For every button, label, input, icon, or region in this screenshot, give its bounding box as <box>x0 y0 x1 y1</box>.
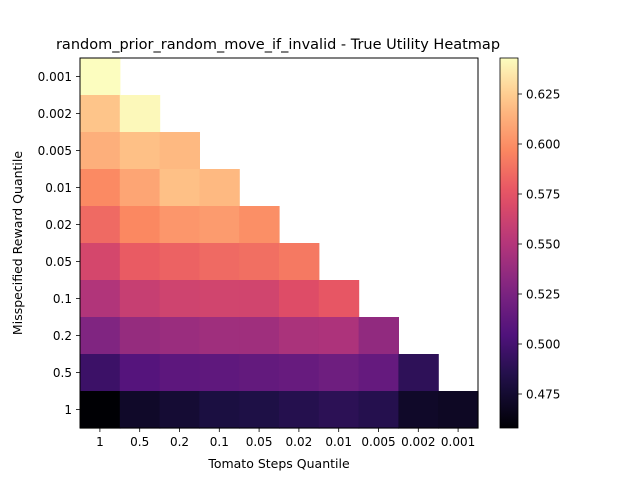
heatmap-cell <box>318 317 360 355</box>
heatmap-cell <box>279 280 320 318</box>
heatmap-cell <box>80 354 121 392</box>
colorbar <box>499 57 519 429</box>
y-axis-label: Misspecified Reward Quantile <box>10 151 25 335</box>
chart-title: random_prior_random_move_if_invalid - Tr… <box>56 37 500 53</box>
y-tick-label: 0.001 <box>38 70 72 84</box>
heatmap-cell <box>199 354 240 392</box>
y-tick-label: 0.2 <box>53 329 72 343</box>
heatmap-cell <box>159 243 200 281</box>
x-tick-label: 0.01 <box>325 435 352 449</box>
x-tick-label: 0.5 <box>130 435 149 449</box>
x-axis-label: Tomato Steps Quantile <box>207 456 350 471</box>
heatmap-cell <box>119 317 161 355</box>
heatmap-cell <box>318 280 360 318</box>
heatmap-cell <box>80 206 121 244</box>
heatmap-cell <box>159 280 200 318</box>
heatmap-cell <box>119 95 161 133</box>
heatmap-cell <box>119 280 161 318</box>
heatmap-cell <box>398 391 439 429</box>
heatmap-cell <box>279 354 320 392</box>
heatmap-cell <box>358 317 399 355</box>
heatmap-cell <box>318 391 360 429</box>
y-tick-label: 1 <box>64 403 72 417</box>
heatmap-cell <box>239 391 280 429</box>
heatmap-cell <box>80 391 121 429</box>
heatmap-cell <box>239 243 280 281</box>
colorbar-ticks: 0.475 0.500 0.525 0.550 0.575 0.600 0.625 <box>518 88 560 402</box>
heatmap-cell <box>318 354 360 392</box>
heatmap-cell <box>159 354 200 392</box>
x-tick-label: 0.002 <box>401 435 435 449</box>
heatmap-cell <box>159 206 200 244</box>
heatmap-cell <box>119 243 161 281</box>
heatmap-cell <box>199 391 240 429</box>
heatmap-cell <box>80 169 121 207</box>
heatmap-cell <box>199 243 240 281</box>
colorbar-tick-label: 0.525 <box>526 288 560 302</box>
colorbar-tick-label: 0.600 <box>526 138 560 152</box>
plot-frame <box>79 57 479 429</box>
heatmap-cell <box>239 280 280 318</box>
heatmap-cell <box>119 169 161 207</box>
heatmap-cell <box>80 243 121 281</box>
heatmap-cell <box>279 243 320 281</box>
heatmap-cell <box>199 206 240 244</box>
heatmap-cell <box>398 354 439 392</box>
x-tick-label: 0.005 <box>361 435 395 449</box>
heatmap-cell <box>80 95 121 133</box>
heatmap-cell <box>159 132 200 170</box>
x-tick-label: 0.1 <box>210 435 229 449</box>
colorbar-tick-label: 0.550 <box>526 238 560 252</box>
y-tick-label: 0.1 <box>53 292 72 306</box>
heatmap-cells <box>80 58 479 429</box>
x-tick-label: 0.05 <box>246 435 273 449</box>
heatmap-cell <box>199 280 240 318</box>
heatmap-cell <box>239 317 280 355</box>
y-tick-label: 0.05 <box>45 255 72 269</box>
y-tick-label: 0.01 <box>45 181 72 195</box>
heatmap-cell <box>119 206 161 244</box>
heatmap-cell <box>119 132 161 170</box>
heatmap-cell <box>358 354 399 392</box>
heatmap-cell <box>80 317 121 355</box>
x-tick-label: 1 <box>96 435 104 449</box>
x-tick-label: 0.001 <box>441 435 475 449</box>
heatmap-cell <box>119 391 161 429</box>
colorbar-tick-label: 0.500 <box>526 338 560 352</box>
x-ticks: 1 0.5 0.2 0.1 0.05 0.02 0.01 0.005 0.002 0.001 <box>96 428 475 449</box>
heatmap-cell <box>438 391 479 429</box>
x-tick-label: 0.02 <box>286 435 313 449</box>
heatmap-cell <box>159 317 200 355</box>
heatmap-cell <box>199 169 240 207</box>
heatmap-cell <box>159 391 200 429</box>
heatmap-cell <box>80 280 121 318</box>
heatmap-cell <box>199 317 240 355</box>
heatmap-cell <box>159 169 200 207</box>
colorbar-tick-label: 0.575 <box>526 188 560 202</box>
heatmap-cell <box>279 391 320 429</box>
colorbar-tick-label: 0.475 <box>526 388 560 402</box>
heatmap-cell <box>279 317 320 355</box>
y-tick-label: 0.005 <box>38 144 72 158</box>
y-tick-label: 0.5 <box>53 366 72 380</box>
heatmap-cell <box>80 132 121 170</box>
heatmap-cell <box>358 391 399 429</box>
y-ticks: 0.001 0.002 0.005 0.01 0.02 0.05 0.1 0.2 0.5 1 <box>38 70 80 417</box>
colorbar-tick-label: 0.625 <box>526 88 560 102</box>
y-tick-label: 0.02 <box>45 218 72 232</box>
y-tick-label: 0.002 <box>38 107 72 121</box>
heatmap-cell <box>119 354 161 392</box>
heatmap-cell <box>80 58 121 96</box>
x-tick-label: 0.2 <box>170 435 189 449</box>
heatmap-cell <box>239 206 280 244</box>
heatmap-cell <box>239 354 280 392</box>
